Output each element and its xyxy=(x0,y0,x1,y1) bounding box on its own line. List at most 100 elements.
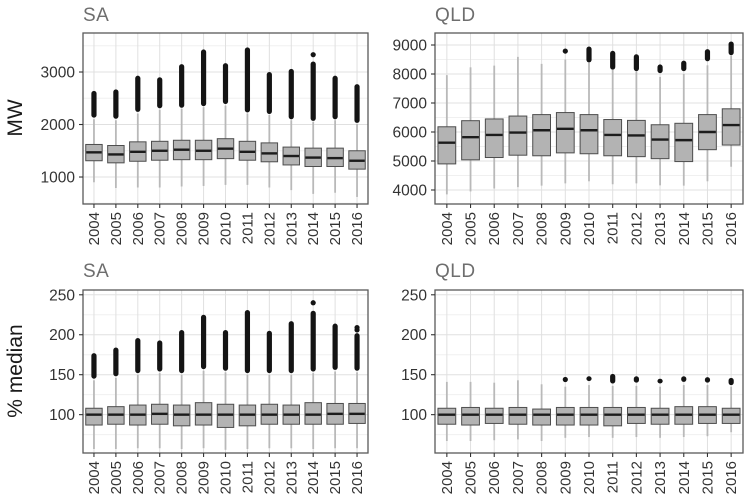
y-tick-label: 250 xyxy=(401,287,427,304)
x-tick-label: 2009 xyxy=(196,461,213,494)
outlier-band xyxy=(354,333,360,371)
box-iqr xyxy=(603,119,623,157)
box-iqr xyxy=(603,406,623,427)
y-tick-label: 250 xyxy=(49,287,75,304)
x-tick-label: 2013 xyxy=(283,461,300,494)
outlier-band xyxy=(704,377,711,383)
outlier-dot xyxy=(354,324,360,331)
x-tick-label: 2013 xyxy=(283,212,300,245)
x-tick-label: 2006 xyxy=(486,461,503,494)
x-tick-label: 2006 xyxy=(130,212,147,245)
y-tick-label: 6000 xyxy=(393,124,428,141)
x-tick-label: 2006 xyxy=(486,212,503,245)
x-tick-label: 2015 xyxy=(699,461,716,494)
x-tick-label: 2015 xyxy=(699,212,716,245)
outlier-band xyxy=(332,323,338,370)
outlier-band xyxy=(354,84,360,123)
outlier-band xyxy=(244,47,251,113)
outlier-band xyxy=(310,310,316,372)
y-tick-label: 150 xyxy=(49,367,75,384)
box-iqr xyxy=(555,112,575,154)
x-tick-label: 2004 xyxy=(439,461,456,494)
y-tick-label: 200 xyxy=(49,327,75,344)
outlier-band xyxy=(179,329,185,374)
x-tick-label: 2011 xyxy=(239,212,256,244)
y-tick-label: 3000 xyxy=(41,65,76,82)
outlier-band xyxy=(266,72,272,115)
box-iqr xyxy=(461,120,480,161)
y-tick-label: 9000 xyxy=(393,38,428,55)
box-iqr xyxy=(579,406,599,426)
x-tick-label: 2014 xyxy=(305,461,322,494)
x-tick-label: 2016 xyxy=(723,461,740,494)
x-tick-label: 2009 xyxy=(557,212,574,245)
outlier-band xyxy=(135,75,141,112)
y-tick-label: 1000 xyxy=(41,170,76,187)
panel-title-sa-mw: SA xyxy=(83,5,110,26)
x-tick-label: 2011 xyxy=(605,461,622,493)
y-tick-label: 4000 xyxy=(393,182,428,199)
outlier-band xyxy=(113,347,119,377)
y-tick-label: 8000 xyxy=(393,67,428,84)
outlier-band xyxy=(91,353,97,379)
x-tick-label: 2016 xyxy=(349,461,366,494)
x-tick-label: 2007 xyxy=(510,212,527,245)
box-iqr xyxy=(650,407,670,425)
x-tick-label: 2013 xyxy=(652,461,669,494)
outlier-band xyxy=(704,49,711,62)
box-iqr xyxy=(532,114,552,157)
outlier-band xyxy=(288,68,294,120)
box-iqr xyxy=(437,126,457,165)
outlier-band xyxy=(157,77,163,109)
outlier-band xyxy=(222,329,229,371)
x-tick-label: 2005 xyxy=(463,212,480,245)
y-tick-label: 7000 xyxy=(393,96,428,113)
outlier-band xyxy=(332,75,338,120)
outlier-band xyxy=(633,376,639,383)
x-tick-label: 2012 xyxy=(261,212,278,245)
outlier-dot xyxy=(562,48,568,54)
x-tick-label: 2008 xyxy=(174,212,191,245)
box-iqr xyxy=(579,114,599,155)
outlier-band xyxy=(135,337,141,374)
outlier-band xyxy=(288,321,294,374)
y-tick-label: 200 xyxy=(401,327,427,344)
box-iqr xyxy=(461,406,480,426)
outlier-dot xyxy=(562,376,568,383)
outlier-band xyxy=(657,64,663,74)
outlier-band xyxy=(244,309,251,374)
y-tick-label: 5000 xyxy=(393,153,428,170)
outlier-band xyxy=(91,90,97,118)
x-tick-label: 2014 xyxy=(676,461,693,494)
outlier-band xyxy=(200,49,207,107)
y-tick-label: 150 xyxy=(401,367,427,384)
outlier-band xyxy=(200,314,207,370)
panel-title-qld-mw: QLD xyxy=(435,5,476,26)
x-tick-label: 2005 xyxy=(108,212,125,245)
outlier-band xyxy=(586,376,592,382)
outlier-band xyxy=(610,373,616,384)
x-tick-label: 2007 xyxy=(510,461,527,494)
outlier-band xyxy=(657,378,663,384)
outlier-band xyxy=(222,63,229,105)
outlier-band xyxy=(179,64,185,108)
outlier-band xyxy=(610,50,616,70)
box-iqr xyxy=(674,122,694,163)
box-iqr xyxy=(555,406,575,426)
x-tick-label: 2008 xyxy=(534,461,551,494)
x-tick-label: 2013 xyxy=(652,212,669,245)
box-iqr xyxy=(508,115,528,156)
x-tick-label: 2012 xyxy=(261,461,278,494)
y-tick-label: 100 xyxy=(49,407,75,424)
box-iqr xyxy=(721,108,741,146)
x-tick-label: 2004 xyxy=(439,212,456,245)
x-tick-label: 2004 xyxy=(86,212,103,245)
outlier-band xyxy=(266,330,272,374)
box-iqr xyxy=(85,407,103,426)
box-iqr xyxy=(627,119,646,158)
y-axis-label-mw: MW xyxy=(4,99,27,137)
x-tick-label: 2010 xyxy=(581,212,598,245)
outlier-dot xyxy=(310,52,316,58)
outlier-band xyxy=(310,61,316,121)
